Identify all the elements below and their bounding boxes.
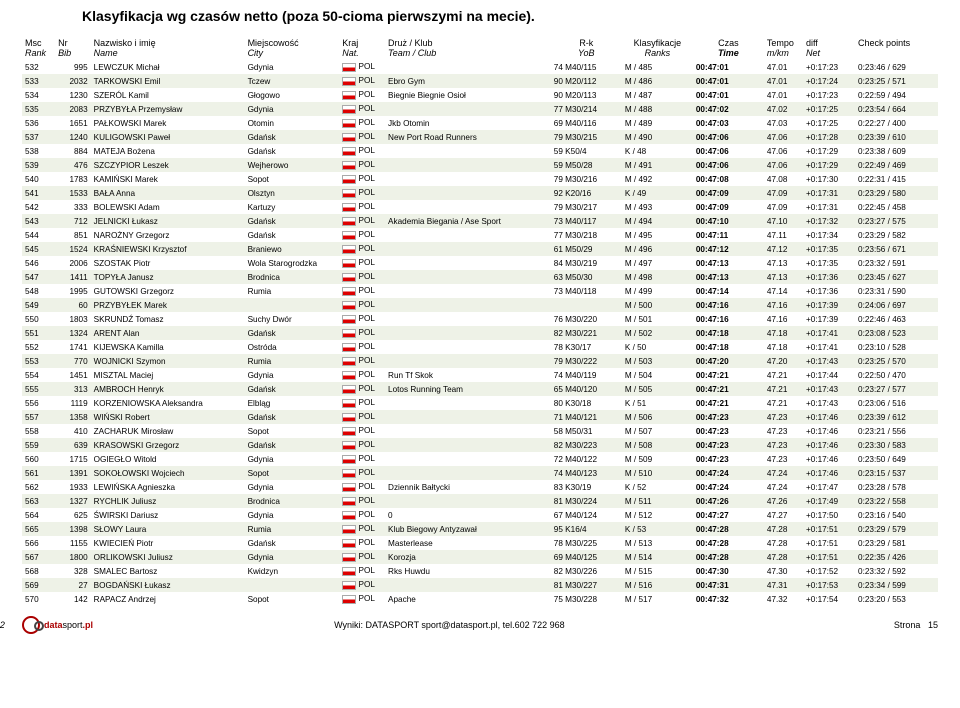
table-row: 5611391SOKOŁOWSKI WojciechSopot POL74 M4… bbox=[22, 466, 938, 480]
table-row: 5571358WIŃSKI RobertGdańsk POL71 M40/121… bbox=[22, 410, 938, 424]
table-row: 5621933LEWIŃSKA AgnieszkaGdynia POLDzien… bbox=[22, 480, 938, 494]
flag-icon bbox=[342, 539, 356, 548]
table-row: 542333BOLEWSKI AdamKartuzy POL79 M30/217… bbox=[22, 200, 938, 214]
flag-icon bbox=[342, 189, 356, 198]
flag-icon bbox=[342, 273, 356, 282]
table-row: 5352083PRZYBYŁA PrzemysławGdynia POL77 M… bbox=[22, 102, 938, 116]
table-row: 5561119KORZENIOWSKA AleksandraElbląg POL… bbox=[22, 396, 938, 410]
flag-icon bbox=[342, 63, 356, 72]
flag-icon bbox=[342, 315, 356, 324]
flag-icon bbox=[342, 245, 356, 254]
flag-icon bbox=[342, 427, 356, 436]
table-row: 5601715OGIEGŁO WitoldGdynia POL72 M40/12… bbox=[22, 452, 938, 466]
footer-center: Wyniki: DATASPORT sport@datasport.pl, te… bbox=[334, 620, 565, 630]
table-row: 558410ZACHARUK MirosławSopot POL58 M50/3… bbox=[22, 424, 938, 438]
flag-icon bbox=[342, 525, 356, 534]
flag-icon bbox=[342, 455, 356, 464]
table-row: 5361651PAŁKOWSKI MarekOtomin POLJkb Otom… bbox=[22, 116, 938, 130]
flag-icon bbox=[342, 441, 356, 450]
flag-icon bbox=[342, 259, 356, 268]
footer-date: 23.10.2014 00:24:52 bbox=[0, 620, 5, 630]
table-row: 564625ŚWIRSKI DariuszGdynia POL067 M40/1… bbox=[22, 508, 938, 522]
flag-icon bbox=[342, 469, 356, 478]
flag-icon bbox=[342, 413, 356, 422]
table-row: 5341230SZERÓL KamilGłogowo POLBiegnie Bi… bbox=[22, 88, 938, 102]
table-row: 544851NAROŻNY GrzegorzGdańsk POL77 M30/2… bbox=[22, 228, 938, 242]
flag-icon bbox=[342, 231, 356, 240]
flag-icon bbox=[342, 287, 356, 296]
table-row: 5671800ORLIKOWSKI JuliuszGdynia POLKoroz… bbox=[22, 550, 938, 564]
table-row: 5471411TOPYŁA JanuszBrodnica POL63 M50/3… bbox=[22, 270, 938, 284]
flag-icon bbox=[342, 301, 356, 310]
results-table: MscRank NrBib Nazwisko i imięName Miejsc… bbox=[22, 36, 938, 606]
flag-icon bbox=[342, 343, 356, 352]
flag-icon bbox=[342, 147, 356, 156]
table-row: 5541451MISZTAL MaciejGdynia POLRun Tf Sk… bbox=[22, 368, 938, 382]
table-body: 532995LEWCZUK MichałGdynia POL74 M40/115… bbox=[22, 60, 938, 606]
flag-icon bbox=[342, 329, 356, 338]
table-row: 559639KRASOWSKI GrzegorzGdańsk POL82 M30… bbox=[22, 438, 938, 452]
flag-icon bbox=[342, 133, 356, 142]
flag-icon bbox=[342, 483, 356, 492]
table-row: 553770WOJNICKI SzymonRumia POL79 M30/222… bbox=[22, 354, 938, 368]
flag-icon bbox=[342, 217, 356, 226]
table-row: 5501803SKRUNDŹ TomaszSuchy Dwór POL76 M3… bbox=[22, 312, 938, 326]
footer: datasport.pl 23.10.2014 00:24:52 Wyniki:… bbox=[22, 616, 938, 634]
flag-icon bbox=[342, 161, 356, 170]
table-row: 555313AMBROCH HenrykGdańsk POLLotos Runn… bbox=[22, 382, 938, 396]
flag-icon bbox=[342, 203, 356, 212]
flag-icon bbox=[342, 497, 356, 506]
table-row: 570142RAPACZ AndrzejSopot POLApache75 M3… bbox=[22, 592, 938, 606]
table-row: 5332032TARKOWSKI EmilTczew POLEbro Gym90… bbox=[22, 74, 938, 88]
page-title: Klasyfikacja wg czasów netto (poza 50-ci… bbox=[82, 8, 938, 24]
flag-icon bbox=[342, 105, 356, 114]
table-row: 5451524KRAŚNIEWSKI KrzysztofBraniewo POL… bbox=[22, 242, 938, 256]
flag-icon bbox=[342, 119, 356, 128]
table-row: 5411533BAŁA AnnaOlsztyn POL92 K20/16K / … bbox=[22, 186, 938, 200]
table-row: 5481995GUTOWSKI GrzegorzRumia POL73 M40/… bbox=[22, 284, 938, 298]
table-row: 5661155KWIECIEŃ PiotrGdańsk POLMasterlea… bbox=[22, 536, 938, 550]
table-row: 539476SZCZYPIOR LeszekWejherowo POL59 M5… bbox=[22, 158, 938, 172]
table-row: 5521741KIJEWSKA KamillaOstróda POL78 K30… bbox=[22, 340, 938, 354]
flag-icon bbox=[342, 77, 356, 86]
table-row: 532995LEWCZUK MichałGdynia POL74 M40/115… bbox=[22, 60, 938, 74]
table-row: 568328SMALEC BartoszKwidzyn POLRks Huwdu… bbox=[22, 564, 938, 578]
table-header: MscRank NrBib Nazwisko i imięName Miejsc… bbox=[22, 36, 938, 60]
flag-icon bbox=[342, 371, 356, 380]
table-row: 56927BOGDAŃSKI Łukasz POL81 M30/227M / 5… bbox=[22, 578, 938, 592]
table-row: 543712JELNICKI ŁukaszGdańsk POLAkademia … bbox=[22, 214, 938, 228]
flag-icon bbox=[342, 553, 356, 562]
flag-icon bbox=[342, 91, 356, 100]
flag-icon bbox=[342, 399, 356, 408]
flag-icon bbox=[342, 175, 356, 184]
table-row: 5371240KULIGOWSKI PawełGdańsk POLNew Por… bbox=[22, 130, 938, 144]
logo: datasport.pl bbox=[22, 616, 93, 634]
table-row: 5462006SZOSTAK PiotrWola Starogrodzka PO… bbox=[22, 256, 938, 270]
flag-icon bbox=[342, 567, 356, 576]
table-row: 5631327RYCHLIK JuliuszBrodnica POL81 M30… bbox=[22, 494, 938, 508]
flag-icon bbox=[342, 385, 356, 394]
table-row: 5651398SŁOWY LauraRumia POLKlub Biegowy … bbox=[22, 522, 938, 536]
footer-page: Strona 15 bbox=[894, 620, 938, 630]
table-row: 538884MATEJA BożenaGdańsk POL59 K50/4K /… bbox=[22, 144, 938, 158]
flag-icon bbox=[342, 595, 356, 604]
table-row: 5401783KAMIŃSKI MarekSopot POL79 M30/216… bbox=[22, 172, 938, 186]
flag-icon bbox=[342, 581, 356, 590]
table-row: 54960PRZYBYŁEK Marek POLM / 50000:47:164… bbox=[22, 298, 938, 312]
flag-icon bbox=[342, 511, 356, 520]
table-row: 5511324ARENT AlanGdańsk POL82 M30/221M /… bbox=[22, 326, 938, 340]
flag-icon bbox=[342, 357, 356, 366]
